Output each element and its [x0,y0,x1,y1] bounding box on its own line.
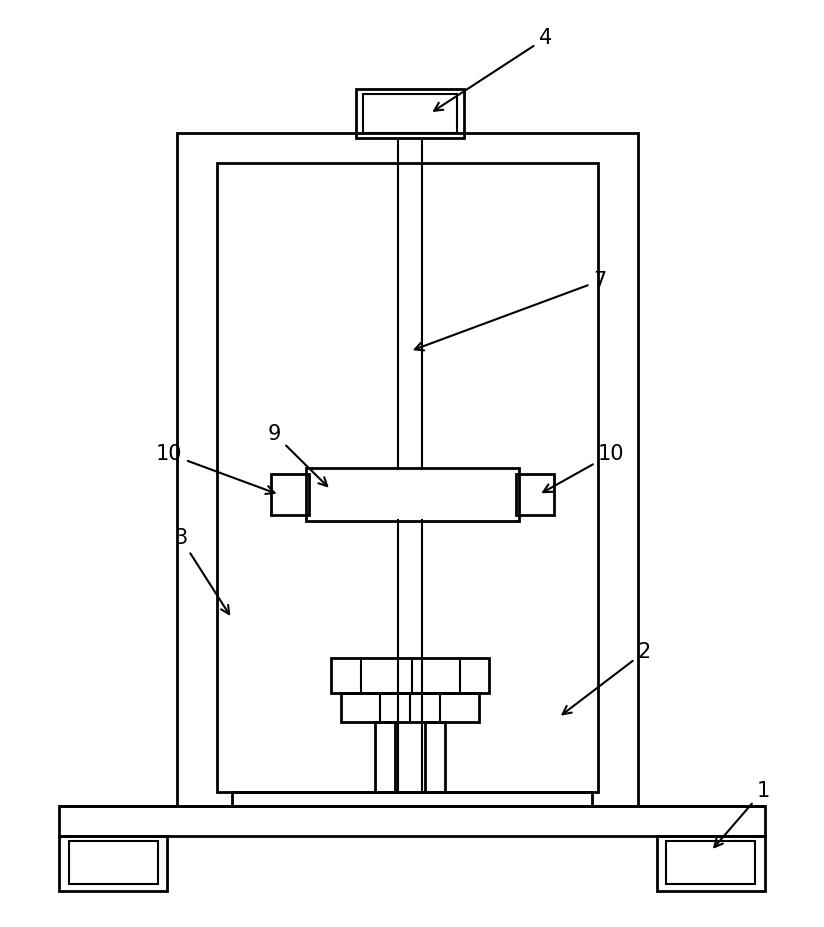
Bar [330,658,489,692]
Bar [217,163,598,792]
Text: 2: 2 [563,642,651,715]
Text: 7: 7 [414,271,606,350]
Bar [177,133,638,806]
Text: 10: 10 [543,444,625,492]
Bar [59,836,167,891]
Bar [657,836,765,891]
Bar [341,692,480,722]
Bar [425,722,445,792]
Bar [68,841,157,883]
Text: 10: 10 [156,444,274,494]
Text: 1: 1 [714,781,770,847]
Bar [59,806,765,836]
Text: 3: 3 [174,528,229,614]
Bar [516,474,554,515]
Bar [271,474,309,515]
Bar [667,841,756,883]
Bar [356,89,465,138]
Bar [306,468,519,521]
Bar [376,722,396,792]
Text: 4: 4 [434,29,552,111]
Text: 9: 9 [268,425,327,486]
Bar [363,94,456,133]
